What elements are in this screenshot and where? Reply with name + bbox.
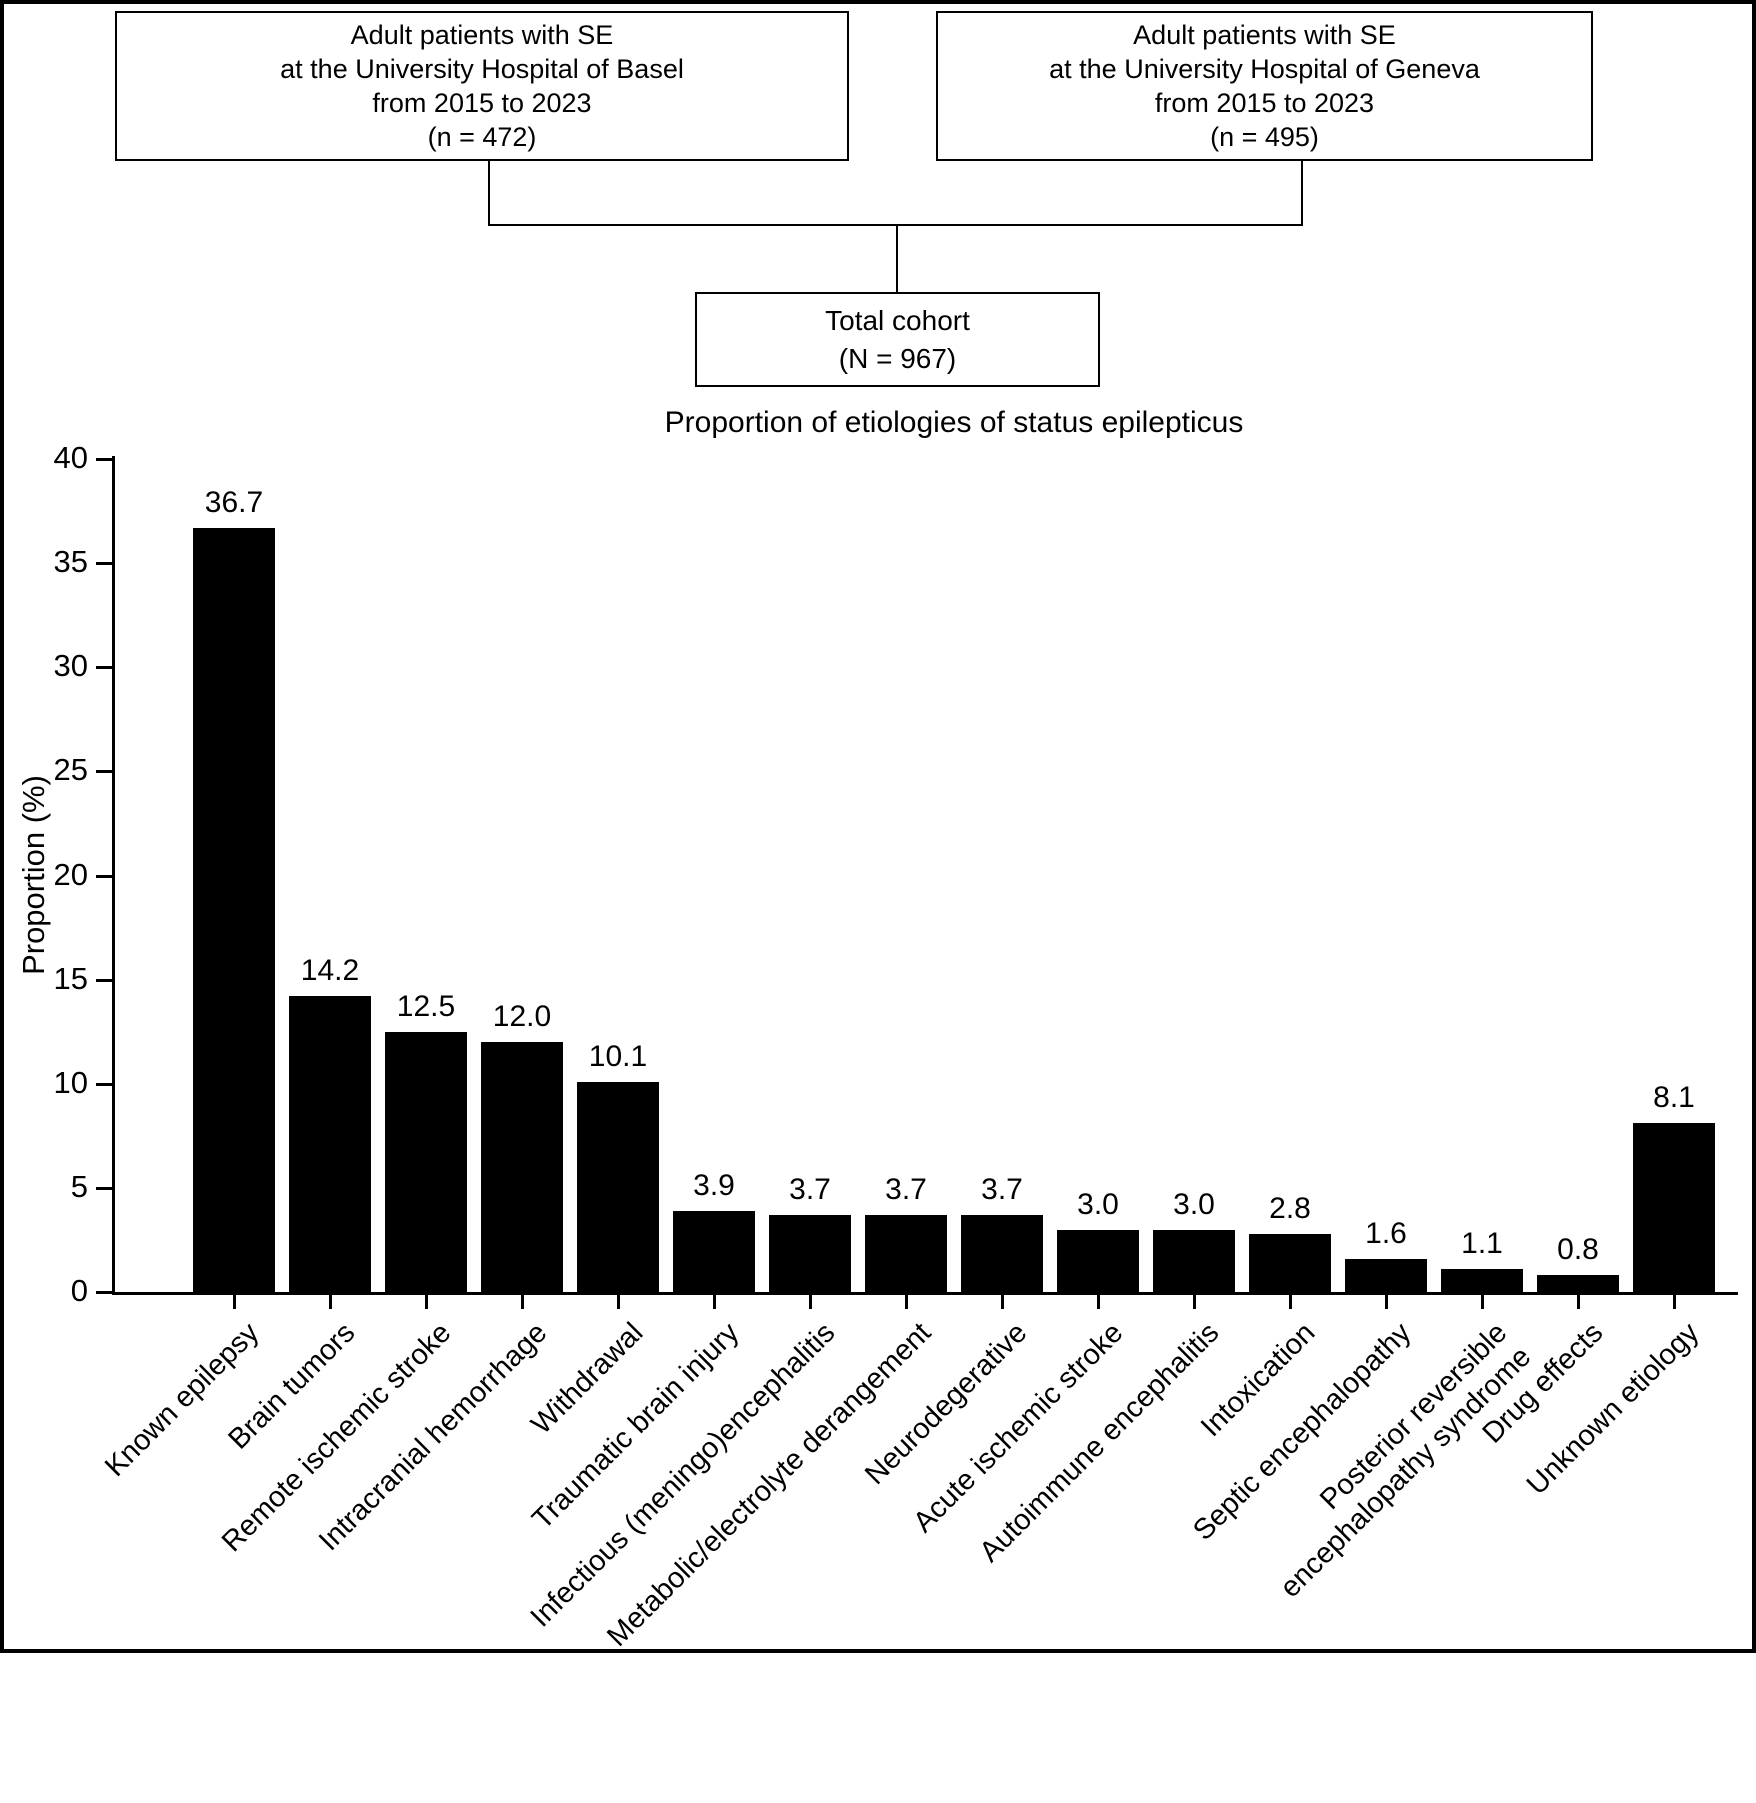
x-tick-label-acute-ischemic-stroke: Acute ischemic stroke [907, 1316, 1130, 1539]
y-tick-15 [96, 978, 112, 982]
bar-posterior-reversible-encephalopathy-syndrome [1441, 1269, 1523, 1292]
y-tick-label-10: 10 [53, 1064, 88, 1100]
y-tick-10 [96, 1082, 112, 1086]
y-tick-25 [96, 770, 112, 774]
bar-intoxication [1249, 1234, 1331, 1292]
x-tick-intoxication [1289, 1295, 1292, 1309]
y-tick-35 [96, 562, 112, 566]
bar-metabolic-electrolyte-derangement [865, 1215, 947, 1292]
bar-value-label-autoimmune-encephalitis: 3.0 [1173, 1188, 1215, 1221]
y-tick-0 [96, 1291, 112, 1294]
x-tick-metabolic-electrolyte-derangement [905, 1295, 908, 1309]
x-tick-unknown-etiology [1673, 1295, 1676, 1309]
x-tick-label-infectious-meningo-encephalitis: Infectious (meningo)encephalitis [524, 1316, 842, 1634]
x-tick-posterior-reversible-encephalopathy-syndrome [1481, 1295, 1484, 1309]
bar-infectious-meningo-encephalitis [769, 1215, 851, 1292]
flowchart-connector-middle [896, 226, 898, 292]
y-tick-label-5: 5 [70, 1168, 88, 1204]
bar-value-label-metabolic-electrolyte-derangement: 3.7 [885, 1173, 927, 1206]
x-tick-intracranial-hemorrhage [521, 1295, 524, 1309]
bar-traumatic-brain-injury [673, 1211, 755, 1292]
x-tick-withdrawal [617, 1295, 620, 1309]
y-tick-label-25: 25 [53, 752, 88, 788]
bar-value-label-drug-effects: 0.8 [1557, 1233, 1599, 1266]
flowchart-box-geneva-text: Adult patients with SE at the University… [1049, 20, 1480, 152]
flowchart-box-geneva: Adult patients with SE at the University… [936, 11, 1593, 161]
x-tick-label-traumatic-brain-injury: Traumatic brain injury [526, 1316, 746, 1536]
y-tick-label-30: 30 [53, 648, 88, 684]
y-tick-40 [96, 458, 112, 461]
bar-withdrawal [577, 1082, 659, 1292]
bar-value-label-posterior-reversible-encephalopathy-syndrome: 1.1 [1461, 1227, 1503, 1260]
x-tick-infectious-meningo-encephalitis [809, 1295, 812, 1309]
bar-acute-ischemic-stroke [1057, 1230, 1139, 1292]
x-tick-known-epilepsy [233, 1295, 236, 1309]
x-tick-brain-tumors [329, 1295, 332, 1309]
bar-unknown-etiology [1633, 1123, 1715, 1292]
y-tick-label-20: 20 [53, 856, 88, 892]
bar-value-label-unknown-etiology: 8.1 [1653, 1081, 1695, 1114]
bar-septic-encephalopathy [1345, 1259, 1427, 1292]
x-tick-label-remote-ischemic-stroke: Remote ischemic stroke [215, 1316, 458, 1559]
x-tick-remote-ischemic-stroke [425, 1295, 428, 1309]
figure-canvas: Adult patients with SE at the University… [0, 0, 1756, 1653]
x-tick-autoimmune-encephalitis [1193, 1295, 1196, 1309]
x-tick-label-intoxication: Intoxication [1194, 1316, 1322, 1444]
y-tick-label-15: 15 [53, 960, 88, 996]
x-axis-line [112, 1292, 1738, 1295]
flowchart-box-basel-text: Adult patients with SE at the University… [280, 20, 684, 152]
bar-value-label-remote-ischemic-stroke: 12.5 [396, 990, 456, 1023]
x-tick-neurodegerative [1001, 1295, 1004, 1309]
flowchart-connector-horizontal [488, 224, 1303, 226]
x-tick-label-drug-effects: Drug effects [1476, 1316, 1610, 1450]
bar-autoimmune-encephalitis [1153, 1230, 1235, 1292]
bar-remote-ischemic-stroke [385, 1032, 467, 1292]
y-tick-label-0: 0 [70, 1273, 88, 1308]
flowchart-box-basel: Adult patients with SE at the University… [115, 11, 849, 161]
x-tick-label-withdrawal: Withdrawal [525, 1316, 650, 1441]
flowchart-box-total-cohort-text: Total cohort (N = 967) [825, 304, 970, 374]
bar-value-label-infectious-meningo-encephalitis: 3.7 [789, 1173, 831, 1206]
bar-value-label-withdrawal: 10.1 [588, 1040, 648, 1073]
flowchart-connector-right [1301, 159, 1303, 224]
bar-known-epilepsy [193, 528, 275, 1292]
y-tick-label-40: 40 [53, 440, 88, 475]
bar-value-label-intracranial-hemorrhage: 12.0 [492, 1000, 552, 1033]
bar-intracranial-hemorrhage [481, 1042, 563, 1292]
x-tick-label-metabolic-electrolyte-derangement: Metabolic/electrolyte derangement [601, 1316, 938, 1653]
bar-value-label-septic-encephalopathy: 1.6 [1365, 1217, 1407, 1250]
x-tick-traumatic-brain-injury [713, 1295, 716, 1309]
bar-value-label-intoxication: 2.8 [1269, 1192, 1311, 1225]
flowchart-connector-left [488, 159, 490, 224]
bar-value-label-neurodegerative: 3.7 [981, 1173, 1023, 1206]
bar-value-label-acute-ischemic-stroke: 3.0 [1077, 1188, 1119, 1221]
bar-drug-effects [1537, 1275, 1619, 1292]
bar-value-label-brain-tumors: 14.2 [300, 954, 360, 987]
bar-neurodegerative [961, 1215, 1043, 1292]
bar-brain-tumors [289, 996, 371, 1292]
bar-value-label-traumatic-brain-injury: 3.9 [693, 1169, 735, 1202]
x-tick-label-intracranial-hemorrhage: Intracranial hemorrhage [312, 1316, 554, 1558]
y-tick-20 [96, 874, 112, 878]
x-tick-label-neurodegerative: Neurodegerative [859, 1316, 1034, 1491]
flowchart-box-total-cohort: Total cohort (N = 967) [695, 292, 1100, 387]
y-tick-30 [96, 666, 112, 670]
y-tick-label-35: 35 [53, 544, 88, 580]
x-tick-acute-ischemic-stroke [1097, 1295, 1100, 1309]
chart-title: Proportion of etiologies of status epile… [664, 406, 1244, 439]
x-tick-septic-encephalopathy [1385, 1295, 1388, 1309]
bar-value-label-known-epilepsy: 36.7 [204, 486, 264, 519]
y-axis-line [112, 456, 115, 1295]
y-tick-5 [96, 1186, 112, 1190]
x-tick-drug-effects [1577, 1295, 1580, 1309]
